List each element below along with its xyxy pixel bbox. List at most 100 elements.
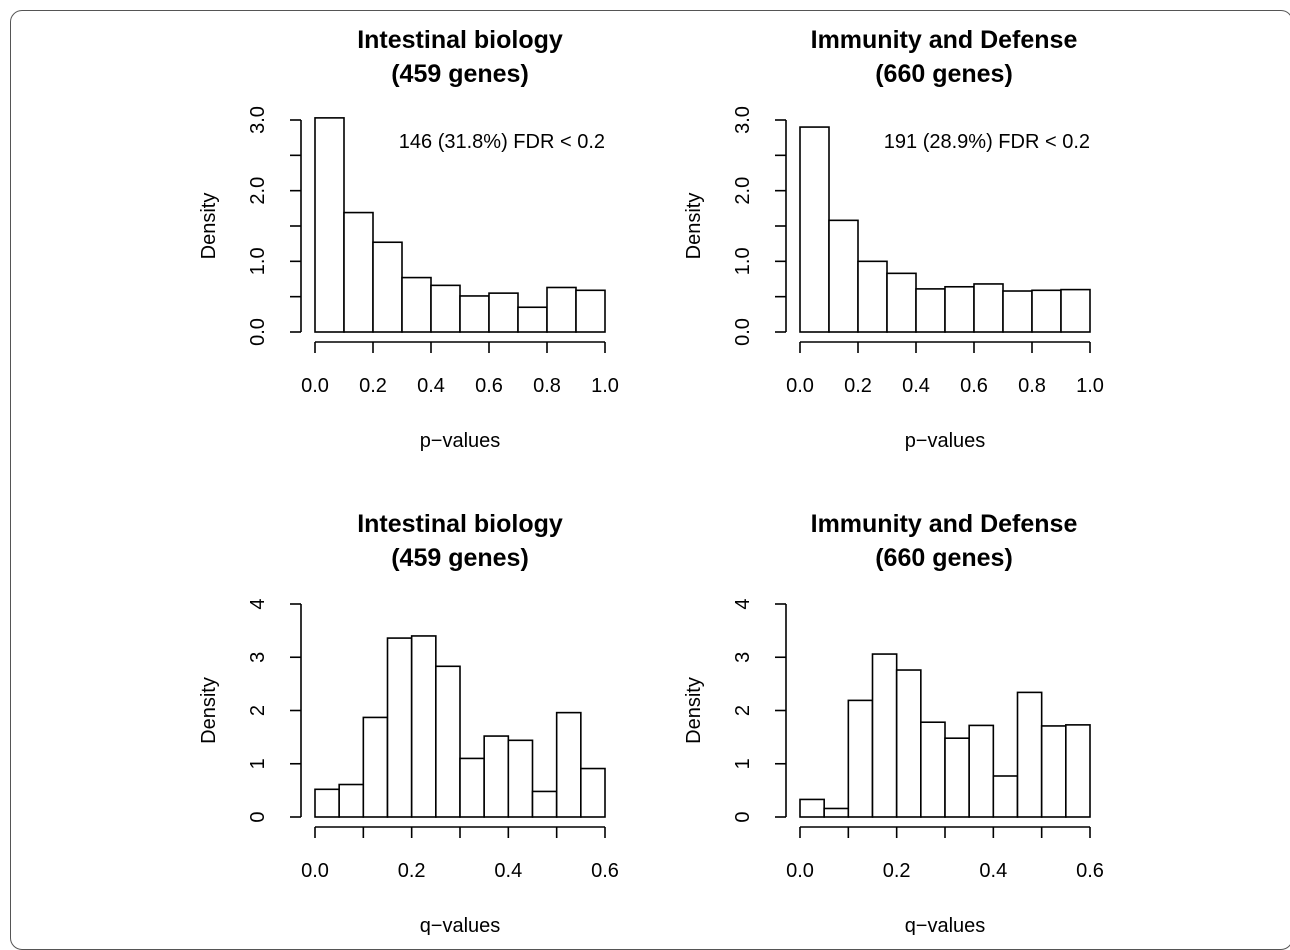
histogram-bar [435, 665, 461, 818]
x-tick-label: 0.2 [883, 860, 911, 882]
x-tick-label: 0.4 [979, 860, 1007, 882]
panel-title-line-2: (660 genes) [875, 544, 1013, 572]
x-tick-label: 0.0 [786, 375, 814, 397]
histogram-bar [488, 292, 519, 333]
histogram-bar [1060, 288, 1091, 333]
y-axis-label: Density [683, 677, 705, 744]
histogram-bar [847, 699, 874, 818]
histogram-bar [1031, 289, 1062, 333]
panel-title-line-1: Intestinal biology [357, 510, 563, 538]
fdr-annotation: 191 (28.9%) FDR < 0.2 [884, 131, 1090, 153]
x-tick-label: 0.0 [786, 860, 814, 882]
y-tick-label: 0 [732, 811, 754, 822]
y-tick-label: 3 [247, 652, 269, 663]
histogram-bar [799, 798, 825, 818]
x-axis-label: q−values [905, 915, 986, 935]
histogram-bar [920, 721, 946, 818]
histogram-bar [459, 757, 485, 818]
y-tick-label: 4 [732, 598, 754, 609]
y-tick-label: 3 [732, 652, 754, 663]
histogram-bar [973, 283, 1004, 333]
histogram-bar [828, 219, 859, 333]
histogram-bar [944, 737, 970, 818]
histogram-bar [1065, 724, 1091, 818]
histogram-bar [372, 241, 403, 333]
y-tick-label: 2.0 [247, 177, 269, 205]
x-tick-label: 0.8 [533, 375, 561, 397]
histogram-panel-4: Immunity and Defense (660 genes) 0.0 0.2 0.4… [683, 510, 1104, 935]
y-axis-label: Density [198, 677, 220, 744]
x-axis-label: p−values [420, 430, 501, 452]
histogram-bar [401, 276, 432, 333]
x-tick-label: 1.0 [1076, 375, 1104, 397]
histogram-bar [430, 284, 461, 333]
histogram-bar [871, 653, 898, 818]
histogram-bar [895, 669, 922, 818]
x-tick-label: 0.0 [301, 860, 329, 882]
panel-title-line-2: (459 genes) [391, 60, 529, 88]
x-tick-label: 0.2 [844, 375, 872, 397]
x-tick-label: 0.2 [359, 375, 387, 397]
histogram-bar [517, 306, 548, 333]
histogram-bar [410, 635, 437, 818]
x-axis-label: p−values [905, 430, 986, 452]
x-tick-label: 0.8 [1018, 375, 1046, 397]
y-tick-label: 1 [247, 758, 269, 769]
x-tick-label: 0.2 [398, 860, 426, 882]
y-tick-label: 2 [732, 705, 754, 716]
histogram-bar [459, 295, 490, 333]
histogram-bar [1040, 725, 1067, 818]
histogram-bar [314, 117, 345, 333]
histogram-bar [1016, 691, 1043, 818]
panel-title-line-1: Intestinal biology [357, 26, 563, 54]
histogram-bar [886, 272, 917, 333]
x-tick-label: 0.4 [494, 860, 522, 882]
x-tick-label: 0.4 [902, 375, 930, 397]
histogram-bar [575, 289, 606, 333]
histogram-bar [992, 775, 1019, 818]
histogram-bar [343, 211, 374, 333]
histogram-panel-1: Intestinal biology (459 genes) 0.0 0.2 0.4 0.… [198, 26, 619, 452]
histogram-bar [386, 637, 413, 818]
histogram-bar [507, 739, 534, 818]
histogram-bar [531, 790, 558, 818]
histogram-bar [944, 285, 975, 333]
x-tick-label: 1.0 [591, 375, 619, 397]
histogram-bar [857, 260, 888, 333]
y-axis-label: Density [198, 193, 220, 260]
x-tick-label: 0.6 [1076, 860, 1104, 882]
histogram-bar [483, 735, 510, 818]
y-tick-label: 1.0 [732, 247, 754, 275]
panel-title-line-2: (459 genes) [391, 544, 529, 572]
x-axis-label: q−values [420, 915, 501, 935]
y-tick-label: 1.0 [247, 247, 269, 275]
x-tick-label: 0.4 [417, 375, 445, 397]
x-tick-label: 0.6 [960, 375, 988, 397]
x-tick-label: 0.0 [301, 375, 329, 397]
histogram-panel-3: Intestinal biology (459 genes) 0.0 0.2 0.4 0.… [198, 510, 619, 935]
y-tick-label: 3.0 [732, 106, 754, 134]
histogram-bar [314, 788, 340, 818]
y-tick-label: 0.0 [247, 318, 269, 346]
y-tick-label: 2 [247, 705, 269, 716]
histogram-bar [338, 783, 365, 818]
histogram-bar [362, 716, 389, 818]
y-axis-label: Density [683, 193, 705, 260]
y-tick-label: 3.0 [247, 106, 269, 134]
y-tick-label: 2.0 [732, 177, 754, 205]
y-tick-label: 0 [247, 811, 269, 822]
histogram-bar [546, 286, 577, 333]
y-tick-label: 0.0 [732, 318, 754, 346]
histogram-bar [555, 711, 582, 818]
panel-title-line-1: Immunity and Defense [811, 26, 1078, 54]
histogram-panel-2: Immunity and Defense (660 genes) 0.0 0.2 0.4… [683, 26, 1104, 452]
histogram-bar [580, 767, 606, 818]
fdr-annotation: 146 (31.8%) FDR < 0.2 [399, 131, 605, 153]
histogram-bar [968, 724, 995, 818]
histogram-bar [823, 807, 850, 818]
panel-title-line-2: (660 genes) [875, 60, 1013, 88]
x-tick-label: 0.6 [475, 375, 503, 397]
histogram-bar [1002, 290, 1033, 333]
x-tick-label: 0.6 [591, 860, 619, 882]
